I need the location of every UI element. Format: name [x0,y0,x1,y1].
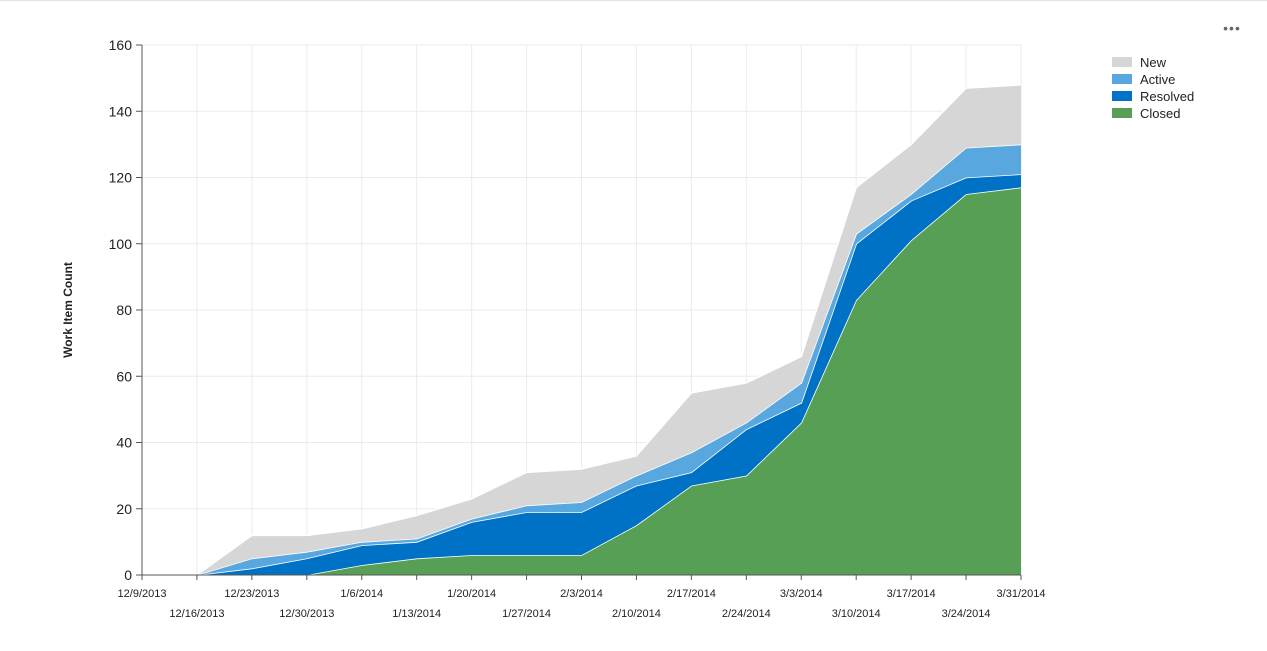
x-tick-label: 1/20/2014 [447,588,496,600]
y-tick-label: 120 [109,170,133,186]
legend-swatch-active [1112,74,1132,84]
legend: New Active Resolved Closed [1112,55,1194,121]
x-tick-label: 3/31/2014 [997,588,1046,600]
area-resolved[interactable] [142,174,1021,575]
area-series [142,84,1022,576]
x-tick-label: 3/10/2014 [832,608,881,620]
x-tick-label: 12/30/2013 [279,608,334,620]
x-tick-label: 1/6/2014 [340,588,383,600]
y-tick-label: 80 [116,302,132,318]
area-edge-new [142,84,1022,576]
y-tick-label: 140 [109,103,133,119]
x-tick-label: 12/16/2013 [169,608,224,620]
x-tick-label: 3/17/2014 [887,588,936,600]
y-tick-label: 0 [124,567,132,583]
y-tick-label: 60 [116,368,132,384]
legend-swatch-resolved [1112,91,1132,101]
legend-swatch-new [1112,57,1132,67]
x-tick-label: 12/9/2013 [118,588,167,600]
area-new[interactable] [142,84,1021,576]
legend-label-closed: Closed [1140,106,1180,121]
legend-swatch-closed [1112,108,1132,118]
x-tick-label: 2/24/2014 [722,608,771,620]
x-tick-label: 3/3/2014 [780,588,823,600]
x-tick-label: 2/17/2014 [667,588,716,600]
y-tick-label: 100 [109,236,133,252]
area-closed[interactable] [142,187,1021,575]
legend-label-new: New [1140,55,1167,70]
more-options-button[interactable]: ••• [1223,20,1241,36]
x-tick-label: 1/27/2014 [502,608,551,620]
x-tick-label: 12/23/2013 [224,588,279,600]
top-border [0,0,1267,1]
y-tick-label: 20 [116,501,132,517]
legend-label-resolved: Resolved [1140,89,1194,104]
y-tick-label: 40 [116,435,132,451]
x-tick-label: 3/24/2014 [942,608,991,620]
x-tick-label: 2/3/2014 [560,588,603,600]
x-tick-label: 1/13/2014 [392,608,441,620]
axes: 0 20 40 60 80 100 120 140 160 12/9/201312/16/2013… [61,37,1045,620]
y-tick-label: 160 [109,37,133,53]
y-axis-title: Work Item Count [61,262,75,358]
legend-label-active: Active [1140,72,1175,87]
area-active[interactable] [142,144,1021,575]
x-tick-label: 2/10/2014 [612,608,661,620]
